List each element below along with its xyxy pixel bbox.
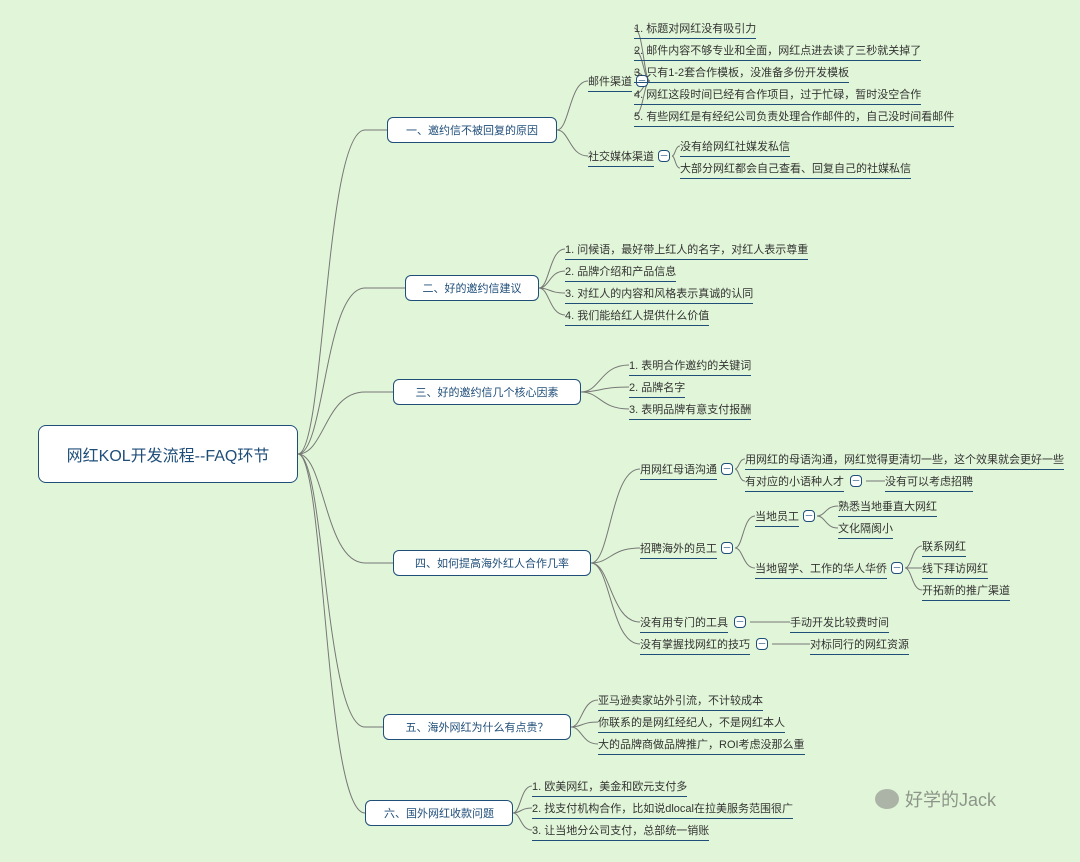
leaf: 4. 我们能给红人提供什么价值: [565, 307, 709, 326]
leaf: 当地员工: [755, 508, 799, 527]
watermark-text: 好学的Jack: [905, 786, 996, 812]
leaf: 5. 有些网红是有经纪公司负责处理合作邮件的，自己没时间看邮件: [634, 108, 954, 127]
leaf: 文化隔阂小: [838, 520, 893, 539]
leaf: 邮件渠道: [588, 73, 632, 92]
leaf: 当地留学、工作的华人华侨: [755, 560, 887, 579]
leaf: 2. 找支付机构合作，比如说dlocal在拉美服务范围很广: [532, 800, 793, 819]
leaf: 有对应的小语种人才: [745, 473, 844, 492]
leaf: 1. 问候语，最好带上红人的名字，对红人表示尊重: [565, 241, 808, 260]
node: 四、如何提高海外红人合作几率: [393, 550, 591, 576]
leaf: 亚马逊卖家站外引流，不计较成本: [598, 692, 763, 711]
expand-dot: －: [803, 510, 815, 522]
node: 五、海外网红为什么有点贵？: [383, 714, 571, 740]
leaf: 没有可以考虑招聘: [885, 473, 973, 492]
node: 六、国外网红收款问题: [365, 800, 513, 826]
leaf: 2. 邮件内容不够专业和全面，网红点进去读了三秒就关掉了: [634, 42, 921, 61]
expand-dot: －: [721, 542, 733, 554]
wechat-icon: [875, 789, 899, 809]
leaf: 开拓新的推广渠道: [922, 582, 1010, 601]
leaf: 大部分网红都会自己查看、回复自己的社媒私信: [680, 160, 911, 179]
leaf: 没有给网红社媒发私信: [680, 138, 790, 157]
leaf: 招聘海外的员工: [640, 540, 717, 559]
expand-dot: －: [850, 475, 862, 487]
leaf: 没有掌握找网红的技巧: [640, 636, 750, 655]
leaf: 联系网红: [922, 538, 966, 557]
leaf: 1. 表明合作邀约的关键词: [629, 357, 751, 376]
node: 一、邀约信不被回复的原因: [387, 117, 557, 143]
leaf: 大的品牌商做品牌推广，ROI考虑没那么重: [598, 736, 805, 755]
leaf: 手动开发比较费时间: [790, 614, 889, 633]
expand-dot: －: [891, 562, 903, 574]
leaf: 3. 表明品牌有意支付报酬: [629, 401, 751, 420]
expand-dot: －: [734, 616, 746, 628]
node: 网红KOL开发流程--FAQ环节: [38, 425, 298, 483]
leaf: 4. 网红这段时间已经有合作项目，过于忙碌，暂时没空合作: [634, 86, 921, 105]
leaf: 没有用专门的工具: [640, 614, 728, 633]
leaf: 3. 只有1-2套合作模板，没准备多份开发模板: [634, 64, 849, 83]
leaf: 2. 品牌名字: [629, 379, 685, 398]
leaf: 社交媒体渠道: [588, 148, 654, 167]
leaf: 3. 对红人的内容和风格表示真诚的认同: [565, 285, 753, 304]
expand-dot: －: [721, 463, 733, 475]
leaf: 你联系的是网红经纪人，不是网红本人: [598, 714, 785, 733]
expand-dot: －: [658, 150, 670, 162]
leaf: 用网红母语沟通: [640, 461, 717, 480]
watermark: 好学的Jack: [875, 786, 996, 812]
leaf: 用网红的母语沟通，网红觉得更清切一些，这个效果就会更好一些: [745, 451, 1064, 470]
leaf: 1. 标题对网红没有吸引力: [634, 20, 756, 39]
node: 二、好的邀约信建议: [405, 275, 539, 301]
leaf: 对标同行的网红资源: [810, 636, 909, 655]
leaf: 线下拜访网红: [922, 560, 988, 579]
node: 三、好的邀约信几个核心因素: [393, 379, 581, 405]
leaf: 熟悉当地垂直大网红: [838, 498, 937, 517]
leaf: 3. 让当地分公司支付，总部统一销账: [532, 822, 709, 841]
expand-dot: －: [756, 638, 768, 650]
leaf: 1. 欧美网红，美金和欧元支付多: [532, 778, 687, 797]
leaf: 2. 品牌介绍和产品信息: [565, 263, 676, 282]
